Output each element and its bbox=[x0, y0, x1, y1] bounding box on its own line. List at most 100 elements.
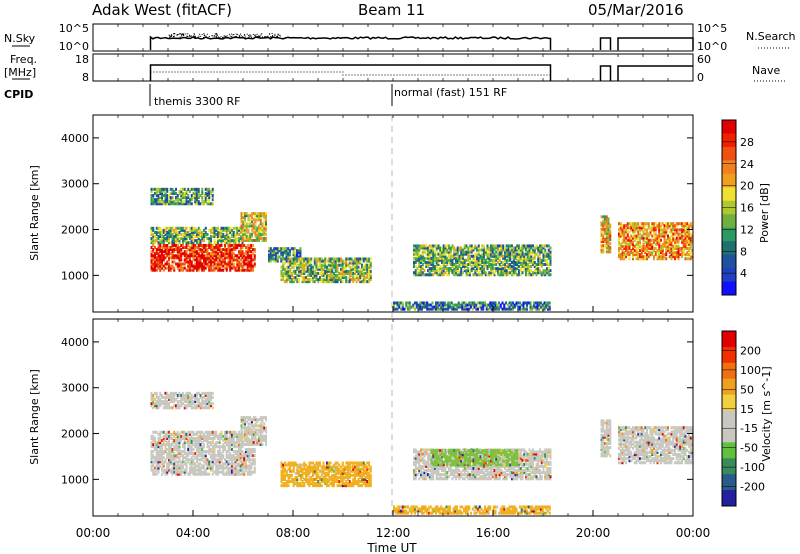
heatmap-cell bbox=[516, 260, 519, 264]
heatmap-cell bbox=[211, 235, 214, 239]
heatmap-cell bbox=[350, 278, 353, 282]
heatmap-cell bbox=[159, 460, 162, 464]
heatmap-cell bbox=[317, 259, 320, 263]
heatmap-cell bbox=[292, 253, 295, 257]
heatmap-cell bbox=[488, 246, 491, 250]
heatmap-cell bbox=[248, 454, 251, 458]
heatmap-cell bbox=[430, 269, 433, 273]
heatmap-cell bbox=[282, 247, 284, 251]
heatmap-cell bbox=[159, 230, 162, 234]
heatmap-cell bbox=[465, 252, 468, 256]
heatmap-cell bbox=[469, 254, 471, 258]
heatmap-cell bbox=[672, 238, 675, 242]
heatmap-cell bbox=[150, 441, 153, 445]
heatmap-cell bbox=[619, 257, 622, 261]
heatmap-cell bbox=[159, 191, 162, 195]
heatmap-cell bbox=[201, 404, 204, 408]
heatmap-cell bbox=[464, 301, 467, 305]
heatmap-cell bbox=[201, 191, 204, 195]
heatmap-cell bbox=[243, 243, 246, 247]
heatmap-cell bbox=[178, 241, 181, 245]
heatmap-cell bbox=[430, 250, 433, 254]
nsearch-dot bbox=[181, 34, 183, 36]
heatmap-cell bbox=[679, 249, 682, 253]
heatmap-cell bbox=[161, 460, 163, 464]
heatmap-cell bbox=[169, 187, 172, 191]
heatmap-cell bbox=[646, 240, 648, 244]
heatmap-cell bbox=[180, 400, 183, 404]
heatmap-cell bbox=[416, 246, 419, 250]
heatmap-cell bbox=[677, 222, 680, 226]
heatmap-cell bbox=[178, 254, 181, 258]
heatmap-cell bbox=[168, 406, 170, 410]
heatmap-cell bbox=[640, 234, 643, 238]
heatmap-cell bbox=[455, 248, 457, 252]
heatmap-cell bbox=[206, 445, 209, 449]
heatmap-cell bbox=[348, 278, 351, 282]
heatmap-cell bbox=[263, 236, 266, 240]
heatmap-cell bbox=[203, 228, 205, 232]
heatmap-cell bbox=[530, 260, 533, 264]
heatmap-cell bbox=[362, 267, 365, 271]
heatmap-cell bbox=[639, 226, 641, 230]
heatmap-cell bbox=[168, 460, 170, 464]
heatmap-cell bbox=[331, 278, 334, 282]
heatmap-cell bbox=[232, 248, 235, 252]
heatmap-cell bbox=[231, 464, 233, 468]
heatmap-cell bbox=[218, 264, 221, 268]
heatmap-cell bbox=[263, 220, 266, 224]
heatmap-cell bbox=[452, 307, 455, 311]
heatmap-cell bbox=[217, 466, 219, 470]
heatmap-cell bbox=[287, 257, 290, 261]
heatmap-cell bbox=[161, 260, 163, 264]
heatmap-cell bbox=[253, 468, 256, 472]
heatmap-cell bbox=[254, 212, 257, 216]
nsearch-dot bbox=[238, 34, 240, 36]
heatmap-cell bbox=[514, 256, 517, 260]
heatmap-cell bbox=[231, 466, 233, 470]
heatmap-cell bbox=[242, 220, 245, 224]
heatmap-cell bbox=[247, 228, 250, 232]
heatmap-cell bbox=[637, 242, 640, 246]
heatmap-cell bbox=[451, 260, 454, 264]
heatmap-cell bbox=[154, 230, 156, 234]
heatmap-cell bbox=[490, 244, 492, 248]
heatmap-cell bbox=[408, 301, 411, 305]
heatmap-cell bbox=[210, 460, 212, 464]
heatmap-cell bbox=[501, 301, 504, 305]
heatmap-cell bbox=[413, 244, 415, 248]
nsearch-dot bbox=[211, 34, 213, 36]
heatmap-cell bbox=[393, 305, 395, 309]
heatmap-cell bbox=[488, 262, 491, 266]
heatmap-cell bbox=[169, 268, 172, 272]
heatmap-cell bbox=[441, 250, 443, 254]
heatmap-cell bbox=[236, 470, 239, 474]
nsearch-dot bbox=[262, 36, 264, 38]
heatmap-cell bbox=[204, 260, 207, 264]
heatmap-cell bbox=[210, 268, 212, 272]
heatmap-cell bbox=[159, 264, 162, 268]
heatmap-cell bbox=[192, 248, 195, 252]
heatmap-cell bbox=[444, 248, 447, 252]
heatmap-cell bbox=[514, 260, 517, 264]
heatmap-cell bbox=[217, 454, 219, 458]
heatmap-cell bbox=[526, 254, 529, 258]
heatmap-cell bbox=[521, 265, 524, 269]
heatmap-cell bbox=[251, 216, 253, 220]
heatmap-cell bbox=[220, 256, 223, 260]
heatmap-cell bbox=[196, 252, 198, 256]
heatmap-cell bbox=[672, 224, 675, 228]
heatmap-cell bbox=[635, 253, 638, 257]
heatmap-cell bbox=[180, 393, 183, 397]
heatmap-cell bbox=[291, 263, 293, 267]
heatmap-cell bbox=[224, 262, 226, 266]
heatmap-cell bbox=[672, 249, 675, 253]
heatmap-cell bbox=[204, 262, 207, 266]
nsearch-dot bbox=[172, 33, 174, 35]
heatmap-cell bbox=[301, 259, 304, 263]
heatmap-cell bbox=[180, 202, 183, 206]
heatmap-cell bbox=[166, 468, 169, 472]
nsearch-dot bbox=[216, 33, 218, 35]
heatmap-cell bbox=[194, 252, 197, 256]
heatmap-cell bbox=[526, 307, 528, 311]
